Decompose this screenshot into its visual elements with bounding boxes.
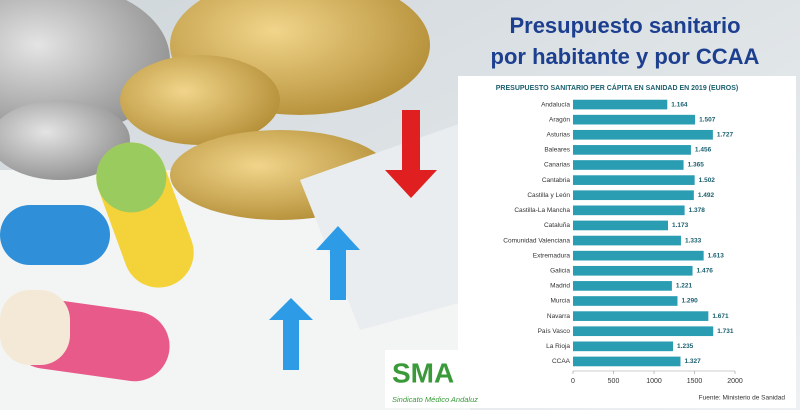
category-label: Asturias — [547, 131, 571, 138]
category-label: Extremadura — [533, 252, 571, 259]
category-label: CCAA — [552, 358, 571, 365]
bar — [573, 235, 681, 246]
bar — [573, 356, 681, 367]
value-label: 1.365 — [688, 162, 705, 169]
bar — [573, 281, 672, 291]
source: Fuente: Ministerio de Sanidad — [699, 395, 786, 402]
heading: Presupuesto sanitario — [509, 13, 740, 38]
value-label: 1.492 — [698, 192, 715, 199]
plot: 0 500 1000 1500 2000 Andalucía 1.164 Aragón 1.50… — [503, 99, 743, 385]
logo: SMA Sindicato Médico Andaluz — [385, 350, 495, 408]
category-label: Castilla y León — [527, 192, 570, 199]
value-label: 1.221 — [676, 283, 693, 290]
x-tick-label: 0 — [571, 378, 575, 385]
x-tick-label: 1000 — [646, 378, 662, 385]
bar — [573, 220, 669, 231]
value-label: 1.613 — [708, 252, 725, 259]
category-label: Andalucía — [541, 101, 570, 108]
value-label: 1.327 — [684, 358, 701, 365]
category-label: Baleares — [544, 147, 570, 154]
value-label: 1.456 — [695, 147, 712, 154]
category-label: Castilla-La Mancha — [514, 207, 570, 214]
bar — [573, 114, 696, 125]
bar — [573, 296, 678, 306]
value-label: 1.173 — [672, 222, 689, 229]
category-label: La Rioja — [546, 343, 570, 350]
value-label: 1.378 — [689, 207, 706, 214]
category-label: Murcia — [550, 298, 570, 305]
value-label: 1.731 — [717, 328, 734, 335]
x-tick-label: 500 — [608, 378, 620, 385]
category-label: Cataluña — [544, 222, 570, 229]
bar — [573, 311, 709, 321]
value-label: 1.333 — [685, 237, 702, 244]
category-label: Cantabria — [542, 177, 571, 184]
bar — [573, 326, 714, 337]
bar — [573, 341, 674, 352]
chart-title: PRESUPUESTO SANITARIO PER CÁPITA EN SANI… — [496, 83, 738, 92]
category-label: Madrid — [550, 283, 570, 290]
x-tick-label: 2000 — [727, 378, 743, 385]
category-label: Aragón — [549, 116, 570, 123]
bar — [573, 129, 713, 140]
value-label: 1.502 — [699, 177, 716, 184]
bar — [573, 145, 691, 155]
value-label: 1.290 — [681, 298, 698, 305]
bar — [573, 205, 685, 216]
bar — [573, 175, 695, 185]
value-label: 1.235 — [677, 343, 694, 350]
bar — [573, 250, 704, 261]
value-label: 1.507 — [699, 116, 716, 123]
value-label: 1.671 — [712, 313, 729, 320]
category-label: País Vasco — [538, 328, 571, 335]
category-label: Navarra — [547, 313, 571, 320]
logo-mark: SMA — [392, 357, 454, 388]
category-label: Galicia — [550, 267, 570, 274]
value-label: 1.164 — [671, 101, 688, 108]
logo-name: Sindicato Médico Andaluz — [392, 395, 478, 404]
value-label: 1.476 — [697, 267, 714, 274]
bar — [573, 160, 684, 170]
value-label: 1.727 — [717, 131, 734, 138]
bar — [573, 190, 694, 201]
heading: por habitante y por CCAA — [491, 44, 760, 69]
category-label: Canarias — [544, 162, 571, 169]
category-label: Comunidad Valenciana — [503, 237, 570, 244]
bar — [573, 99, 668, 110]
bar — [573, 265, 693, 276]
x-tick-label: 1500 — [687, 378, 703, 385]
